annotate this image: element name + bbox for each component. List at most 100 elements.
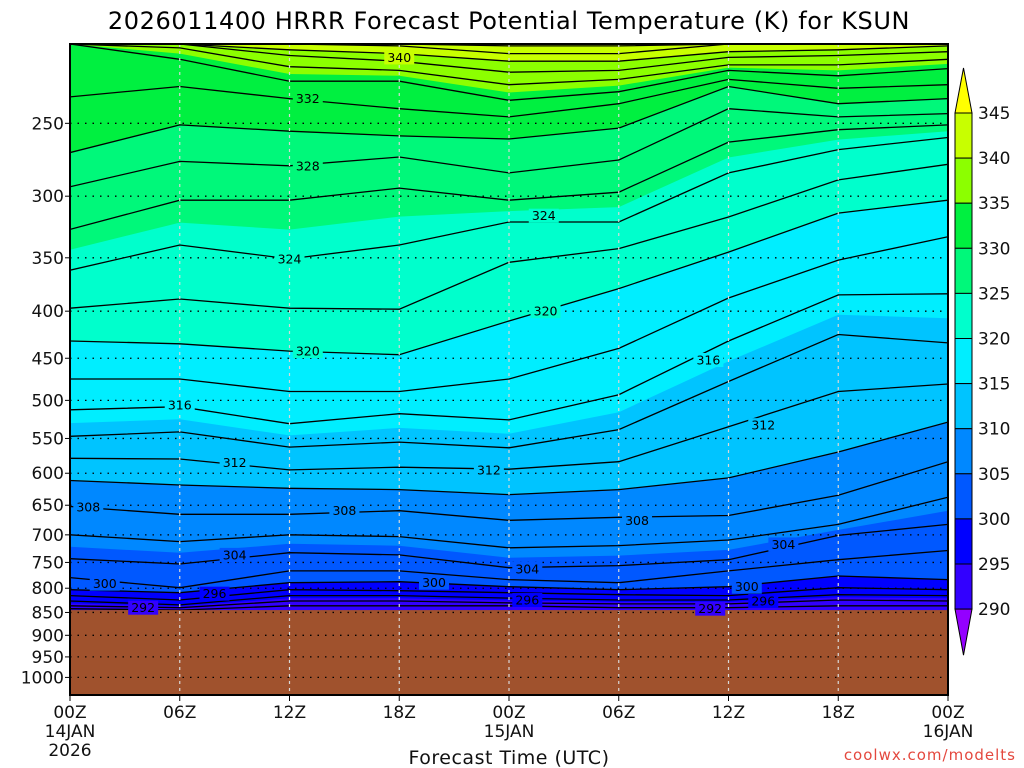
colorbar-band-310-315 (954, 383, 973, 430)
isentrope-306 (70, 496, 948, 549)
y-tick-label: 750 (32, 553, 64, 573)
contour-label-background (292, 158, 323, 173)
contour-label-text: 296 (751, 594, 775, 609)
y-tick-label: 800 (32, 579, 64, 599)
colorbar-band-335-340 (954, 157, 973, 204)
y-tick-label: 650 (32, 496, 64, 516)
contour-label-background (128, 600, 159, 615)
y-tick-label: 350 (32, 249, 64, 269)
contour-label-background (384, 50, 415, 65)
colorbar-tick-label: 320 (978, 330, 1010, 350)
contour-label-background (329, 503, 360, 518)
y-tick-label: 300 (32, 187, 64, 207)
contour-label: 312 (748, 418, 779, 433)
colorbar-band-315-320 (954, 338, 973, 385)
contour-label: 304 (768, 537, 799, 552)
contour-label: 304 (512, 561, 543, 576)
colorbar-tick-label: 295 (978, 555, 1010, 575)
isentrope-302 (70, 549, 948, 589)
contour-label-background (622, 513, 653, 528)
contour-label-text: 340 (387, 50, 411, 65)
contour-label-text: 308 (76, 500, 100, 515)
contour-label: 292 (695, 601, 726, 616)
x-tick-label: 18Z (383, 703, 416, 723)
x-tick-date: 15JAN (484, 722, 535, 742)
contour-label-background (512, 593, 543, 608)
contour-label: 324 (528, 208, 559, 223)
y-tick-label: 900 (32, 626, 64, 646)
colorbar-tick-label: 290 (978, 600, 1010, 620)
contour-label: 316 (164, 398, 195, 413)
colorbar-under-triangle (954, 608, 973, 656)
contour-label-background (693, 353, 724, 368)
contour-label-background (768, 537, 799, 552)
colorbar-tick-label: 325 (978, 284, 1010, 304)
isentrope-318 (70, 236, 948, 393)
isentrope-312 (70, 383, 948, 471)
contour-label: 316 (693, 353, 724, 368)
y-tick-label: 250 (32, 114, 64, 134)
contour-label-background (419, 575, 450, 590)
contour-label-background (731, 579, 762, 594)
isentrope-294 (70, 599, 948, 609)
contour-label-text: 324 (278, 251, 302, 266)
contour-label-background (748, 594, 779, 609)
colorbar-band-290-295 (954, 563, 973, 610)
isentrope-330 (70, 85, 948, 154)
x-tick-year: 2026 (48, 741, 91, 761)
x-tick-label: 12Z (273, 703, 306, 723)
contour-label: 308 (622, 513, 653, 528)
y-tick-label: 950 (32, 648, 64, 668)
colorbar-band-305-310 (954, 428, 973, 475)
contour-label: 332 (292, 91, 323, 106)
contour-label: 296 (748, 594, 779, 609)
contour-label-text: 300 (735, 579, 759, 594)
plot-area: 340 332 328 324 324 320 320 316 316 312 312 312 308 3… (70, 44, 948, 695)
contour-label-text: 312 (223, 455, 247, 470)
contour-label-background (748, 418, 779, 433)
y-tick-label: 450 (32, 349, 64, 369)
x-tick-label: 06Z (163, 703, 196, 723)
contour-label: 340 (384, 50, 415, 65)
colorbar-band-325-330 (954, 247, 973, 294)
colorbar-tick-label: 345 (978, 104, 1010, 124)
y-tick-label: 1000 (21, 668, 64, 688)
contour-label-text: 312 (751, 418, 775, 433)
contour-label-background (473, 462, 504, 477)
contour-label-text: 320 (534, 304, 558, 319)
contour-label: 300 (731, 579, 762, 594)
terrain-ground (70, 610, 948, 695)
credit-text: coolwx.com/modelts (844, 746, 1016, 764)
x-axis-label: Forecast Time (UTC) (409, 747, 610, 768)
contour-label-background (292, 91, 323, 106)
colorbar-tick-label: 305 (978, 465, 1010, 485)
colorbar-tick-label: 300 (978, 510, 1010, 530)
contour-label-background (164, 398, 195, 413)
colorbar-tick-label: 335 (978, 194, 1010, 214)
contour-label-text: 292 (131, 600, 155, 615)
contour-label: 300 (419, 575, 450, 590)
contour-label: 308 (329, 503, 360, 518)
colorbar-tick-label: 330 (978, 239, 1010, 259)
contour-label-background (219, 547, 250, 562)
contour-label: 324 (274, 251, 305, 266)
contour-label-background (219, 455, 250, 470)
colorbar-tick-label: 340 (978, 149, 1010, 169)
colorbar-over-triangle (954, 67, 973, 114)
contour-label-text: 296 (203, 586, 227, 601)
x-tick-label: 00Z (492, 703, 525, 723)
y-tick-label: 850 (32, 603, 64, 623)
y-tick-label: 500 (32, 391, 64, 411)
x-tick-label: 06Z (602, 703, 635, 723)
isentrope-304 (70, 523, 948, 569)
contour-label-text: 316 (168, 398, 192, 413)
colorbar: 345 340 335 330 325 320 315 310 305 300 295 290 (954, 67, 1010, 656)
contour-label-text: 300 (422, 575, 446, 590)
contour-label: 300 (89, 576, 120, 591)
y-tick-label: 400 (32, 302, 64, 322)
x-tick-label: 00Z (53, 703, 86, 723)
colorbar-band-330-335 (954, 202, 973, 249)
x-tick-date: 16JAN (923, 722, 974, 742)
axes: 250 300 350 400 450 500 550 600 650 700 750 800 850 9… (21, 43, 974, 761)
contour-label-text: 312 (477, 462, 501, 477)
